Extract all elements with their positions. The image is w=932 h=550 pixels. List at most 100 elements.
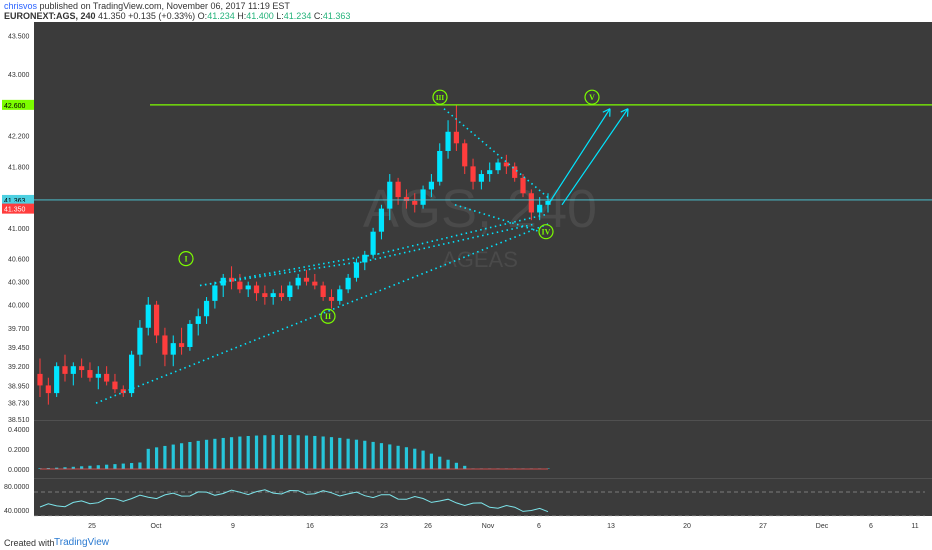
macd-bar xyxy=(146,448,150,469)
price-axis: 43.500 43.000 42.200 41.800 41.000 40.600 40.3… xyxy=(8,34,30,425)
time-tick-label: Oct xyxy=(151,523,162,530)
candle-body xyxy=(270,293,276,298)
candle-body xyxy=(503,162,509,167)
price-change: +0.135 (+0.33%) xyxy=(128,11,196,21)
macd-bar xyxy=(288,435,292,469)
macd-bar xyxy=(429,453,434,469)
time-tick-label: 25 xyxy=(88,523,96,530)
wave-label-i: I xyxy=(178,250,194,267)
candle-body xyxy=(195,316,201,324)
macd-bar xyxy=(396,445,400,469)
author-link[interactable]: chrisvos xyxy=(4,1,38,11)
candle-body xyxy=(337,289,343,301)
macd-bar xyxy=(454,462,458,469)
candle-body xyxy=(287,285,293,298)
rsi-line xyxy=(39,489,549,513)
price-chart[interactable]: AGS, 240 AGEAS 43.50043.00042.20041.8004… xyxy=(0,22,932,536)
candle-body xyxy=(487,170,493,175)
time-tick-label: 9 xyxy=(231,523,235,530)
macd-bar xyxy=(105,464,109,469)
macd-bar xyxy=(354,439,359,469)
macd-bar xyxy=(138,462,142,469)
price-tick-label: 38.950 xyxy=(8,383,30,390)
price-tick-label: 40.300 xyxy=(8,280,30,287)
macd-bar xyxy=(254,435,259,469)
macd-bar xyxy=(154,447,159,469)
footer: Created with TradingView xyxy=(0,536,932,550)
macd-bar xyxy=(438,456,442,469)
arrow-head xyxy=(602,108,611,113)
macd-bar xyxy=(188,442,192,469)
wedge-top xyxy=(443,108,553,202)
macd-bar xyxy=(163,445,167,469)
price-tick-label: 38.510 xyxy=(8,417,30,424)
open-value: 41.234 xyxy=(207,11,235,21)
macd-bar xyxy=(171,444,175,469)
candle-body xyxy=(220,277,226,286)
time-tick-label: 6 xyxy=(869,523,873,530)
candle-body xyxy=(528,193,534,213)
price-tick-label: 42.200 xyxy=(8,134,30,141)
candle-body xyxy=(495,162,501,171)
macd-bar xyxy=(213,438,217,469)
rsi-axis: 80.0000 40.0000 xyxy=(4,484,29,515)
tradingview-logo[interactable]: TradingView xyxy=(54,537,110,548)
close-value: 41.363 xyxy=(322,11,351,21)
time-tick-label: Nov xyxy=(482,523,495,530)
candle-body xyxy=(228,277,235,282)
candle-body xyxy=(87,370,93,378)
macd-bar xyxy=(463,465,467,469)
candle-body xyxy=(345,277,351,290)
time-axis: 25 Oct 9 16 23 26 Nov 6 13 20 27 Dec 6 11 xyxy=(88,523,919,530)
time-tick-label: 11 xyxy=(911,523,918,530)
watermark-name: AGEAS xyxy=(442,247,518,272)
candlestick-series xyxy=(37,104,551,405)
candle-body xyxy=(278,293,285,298)
last-price: 41.350 xyxy=(98,11,126,21)
macd-bar xyxy=(404,447,409,469)
candle-body xyxy=(237,281,243,290)
time-tick-label: 20 xyxy=(683,523,691,530)
price-tick-label: 41.800 xyxy=(8,164,30,171)
wave-label-v: V xyxy=(584,89,600,105)
candle-body xyxy=(262,293,268,298)
wave-label-iv: IV xyxy=(538,224,554,240)
price-tick-label: 40.000 xyxy=(8,303,30,310)
chart-background xyxy=(0,22,932,536)
candle-body xyxy=(303,277,310,282)
candle-body xyxy=(245,285,251,290)
close-label: C: xyxy=(313,11,323,21)
macd-bar xyxy=(379,443,384,469)
grid xyxy=(34,420,932,479)
macd-bar xyxy=(130,463,134,469)
arrow-head xyxy=(620,108,629,113)
candle-body xyxy=(462,143,468,167)
low-value: 41.234 xyxy=(283,11,312,21)
candle-body xyxy=(403,197,410,201)
candle-body xyxy=(445,131,451,151)
candle-body xyxy=(545,200,551,205)
candle-body xyxy=(428,181,435,190)
price-tick-label: 43.000 xyxy=(8,72,30,79)
projection-arrow xyxy=(547,108,611,206)
rsi-tick-label: 80.0000 xyxy=(4,484,29,491)
macd-bar xyxy=(279,435,284,469)
candle-body xyxy=(37,373,43,386)
pane-separator xyxy=(34,478,932,479)
price-tick-label: 39.450 xyxy=(8,345,30,352)
candle-body xyxy=(328,297,335,301)
candle-body xyxy=(170,343,176,355)
macd-bar xyxy=(88,465,92,469)
ohlc-line: EURONEXT:AGS, 240 41.350 +0.135 (+0.33%)… xyxy=(4,11,350,21)
svg-text:41.363: 41.363 xyxy=(4,198,26,205)
trendline-upper xyxy=(199,261,357,287)
candle-body xyxy=(412,200,418,205)
rsi-pane xyxy=(34,489,925,517)
time-tick-label: 13 xyxy=(607,523,615,530)
candle-body xyxy=(453,131,459,144)
candle-body xyxy=(129,354,135,394)
price-tick-label: 41.000 xyxy=(8,226,30,233)
rsi-tick-label: 40.0000 xyxy=(4,508,29,515)
candle-body xyxy=(62,366,68,374)
